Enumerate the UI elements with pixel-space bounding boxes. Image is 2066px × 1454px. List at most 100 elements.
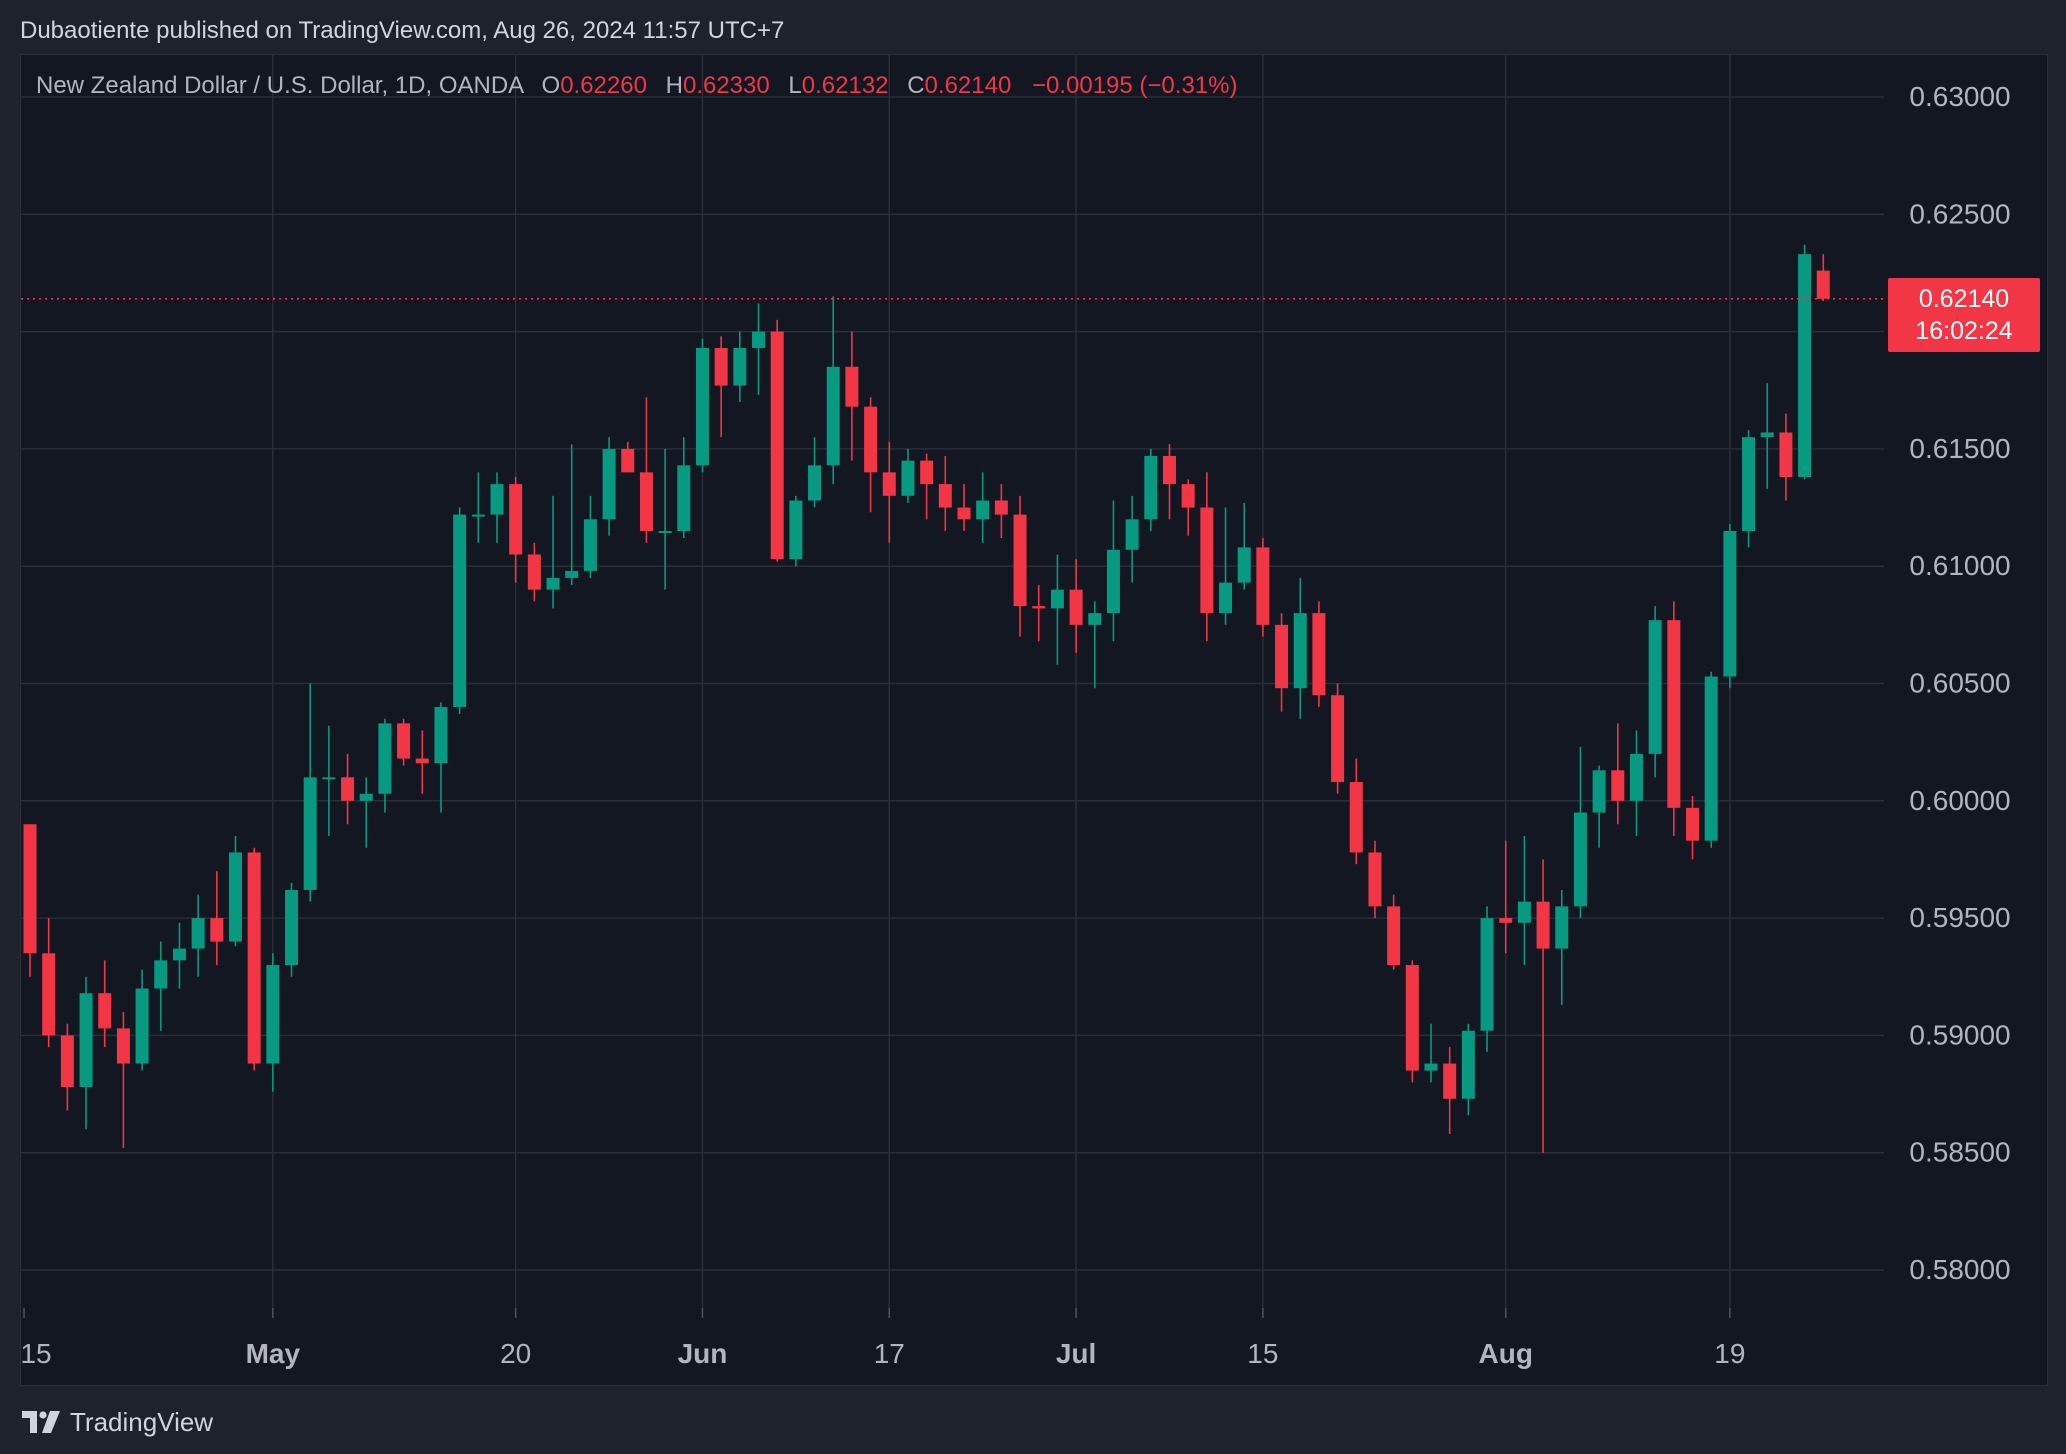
x-tick-label: Jul <box>1056 1338 1096 1369</box>
candle-body <box>1405 965 1419 1071</box>
candle-body <box>266 965 280 1064</box>
candle-body <box>415 758 429 764</box>
x-tick-label: 20 <box>500 1338 531 1369</box>
candle-body <box>1312 613 1326 696</box>
footer[interactable]: TradingView <box>22 1402 213 1442</box>
candle-body <box>1742 437 1756 532</box>
candle-body <box>1592 770 1606 813</box>
candle-body <box>509 484 523 555</box>
candle-body <box>546 577 560 590</box>
candle-body <box>1256 547 1270 625</box>
change-value: −0.00195 (−0.31%) <box>1031 72 1238 99</box>
candle-body <box>23 824 37 954</box>
candle-body <box>901 460 915 496</box>
x-tick-label: May <box>246 1338 301 1369</box>
candle-body <box>527 554 541 590</box>
candle-body <box>490 484 504 515</box>
candle-body <box>957 507 971 520</box>
low-label: L <box>788 72 802 99</box>
y-tick-label: 0.59500 <box>1909 902 2010 933</box>
candle-body <box>191 918 205 949</box>
candle-body <box>1331 695 1345 783</box>
candle-body <box>1088 613 1102 625</box>
candle-body <box>658 531 672 534</box>
candle-body <box>285 889 299 966</box>
candle-body <box>1517 901 1531 923</box>
symbol-name: New Zealand Dollar / U.S. Dollar, 1D, OA… <box>36 72 523 99</box>
candle-body <box>920 460 934 485</box>
candle-body <box>1200 507 1214 614</box>
candle-body <box>826 366 840 466</box>
candle-body <box>1760 432 1774 438</box>
close-value: 0.62140 <box>924 72 1012 99</box>
candle-body <box>322 777 336 780</box>
candle-body <box>1293 613 1307 689</box>
candle-body <box>1480 918 1494 1031</box>
candle-body <box>359 793 373 801</box>
y-tick-label: 0.61000 <box>1909 550 2010 581</box>
candle-body <box>247 852 261 1064</box>
y-tick-label: 0.60500 <box>1909 668 2010 699</box>
candle-body <box>1723 531 1737 677</box>
candle-body <box>1536 901 1550 949</box>
open-value: 0.62260 <box>560 72 647 99</box>
candle-body <box>752 331 766 349</box>
candle-body <box>583 519 597 571</box>
candle-body <box>1648 620 1662 754</box>
symbol-legend: New Zealand Dollar / U.S. Dollar, 1D, OA… <box>36 70 1237 102</box>
candle-body <box>1387 906 1401 966</box>
candle-body <box>341 777 355 801</box>
candle-body <box>471 514 485 517</box>
low-value: 0.62132 <box>801 72 889 99</box>
candle-body <box>172 948 186 961</box>
candle-body <box>1798 254 1812 478</box>
candle-body <box>1349 782 1363 853</box>
candle-body <box>60 1035 74 1088</box>
candle-body <box>1704 676 1718 841</box>
candle-body <box>621 448 635 473</box>
candle-body <box>453 514 467 707</box>
candle-body <box>695 348 709 466</box>
candle-body <box>154 960 168 989</box>
x-tick-label: 15 <box>20 1338 51 1369</box>
candle-body <box>1050 589 1064 609</box>
y-tick-label: 0.61500 <box>1909 433 2010 464</box>
candle-body <box>1144 455 1158 520</box>
candle-body <box>1106 549 1120 614</box>
x-tick-label: 17 <box>874 1338 905 1369</box>
candle-body <box>770 331 784 560</box>
candle-body <box>397 723 411 759</box>
current-price: 0.62140 <box>1918 285 2010 313</box>
candle-body <box>1443 1063 1457 1099</box>
candle-body <box>1013 514 1027 607</box>
candle-body <box>938 484 952 508</box>
candle-body <box>1629 753 1643 801</box>
candle-body <box>733 348 747 386</box>
tradingview-brand: TradingView <box>70 1406 214 1437</box>
candle-body <box>1499 918 1513 923</box>
candle-body <box>79 993 93 1088</box>
candle-body <box>808 465 822 501</box>
y-tick-label: 0.59000 <box>1909 1019 2010 1050</box>
bar-countdown: 16:02:24 <box>1915 317 2013 345</box>
publisher-header: Dubaotiente published on TradingView.com… <box>20 17 785 44</box>
candle-body <box>116 1028 130 1064</box>
x-tick-label: Jun <box>678 1338 728 1369</box>
candle-body <box>228 852 242 942</box>
candle-body <box>434 706 448 764</box>
candle-body <box>976 500 990 520</box>
candle-body <box>1368 852 1382 907</box>
y-tick-label: 0.58500 <box>1909 1137 2010 1168</box>
candle-body <box>565 570 579 578</box>
candle-body <box>1667 620 1681 808</box>
tradingview-logo-icon <box>22 1411 60 1433</box>
high-label: H <box>665 72 683 99</box>
candle-body <box>42 953 56 1036</box>
y-tick-label: 0.58000 <box>1909 1254 2010 1285</box>
candle-body <box>882 472 896 496</box>
candle-body <box>1573 812 1587 907</box>
close-label: C <box>907 72 925 99</box>
candle-body <box>1611 770 1625 801</box>
candle-body <box>1125 519 1139 550</box>
